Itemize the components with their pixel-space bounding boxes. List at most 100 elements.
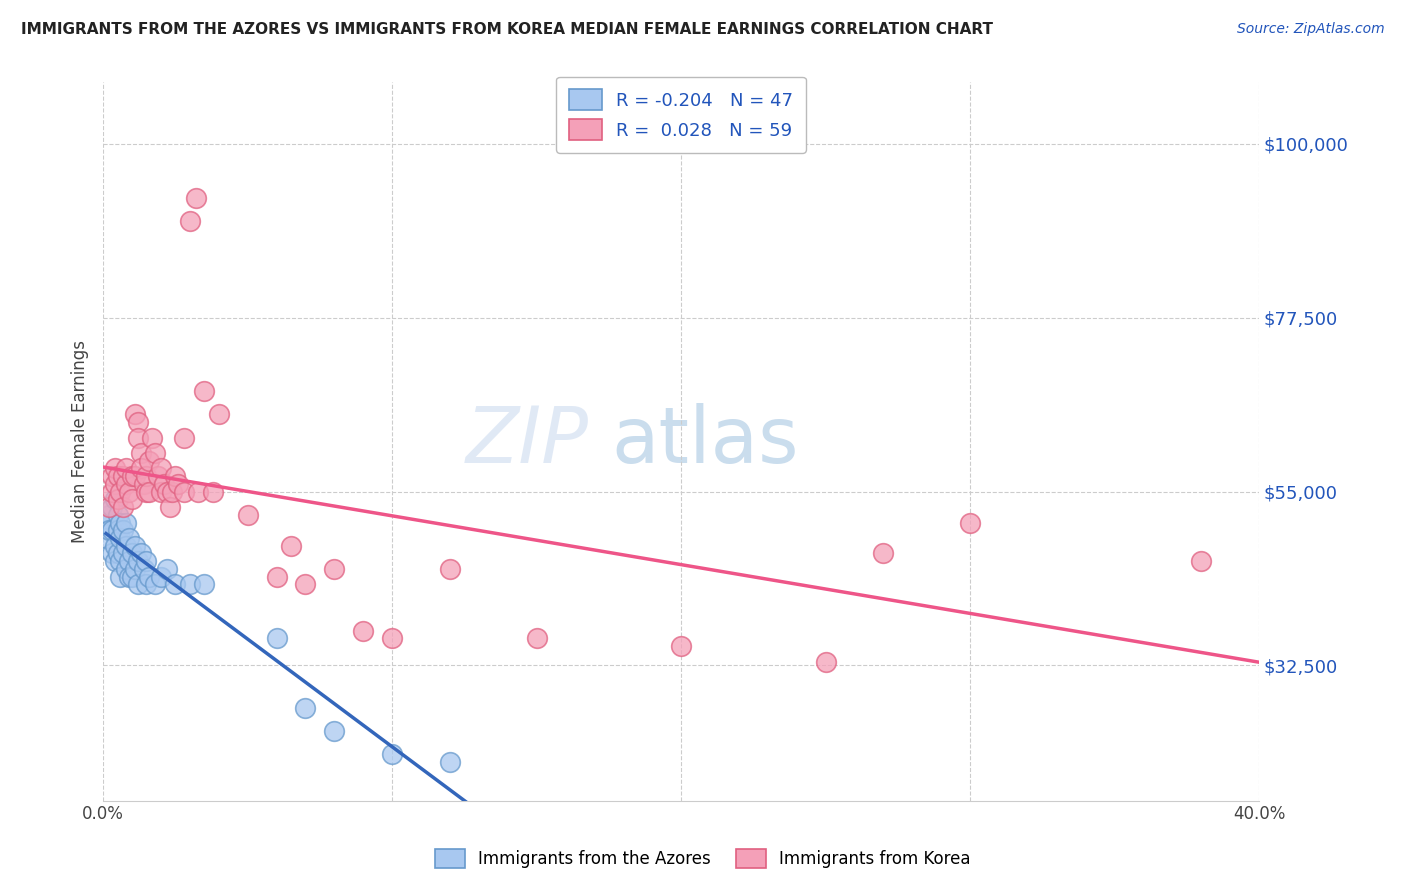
Point <box>187 484 209 499</box>
Point <box>143 577 166 591</box>
Point <box>112 500 135 514</box>
Point <box>124 469 146 483</box>
Point <box>124 408 146 422</box>
Point <box>107 546 129 560</box>
Point <box>138 484 160 499</box>
Point <box>115 516 138 530</box>
Point <box>107 523 129 537</box>
Point <box>124 562 146 576</box>
Point <box>112 523 135 537</box>
Text: Source: ZipAtlas.com: Source: ZipAtlas.com <box>1237 22 1385 37</box>
Legend: Immigrants from the Azores, Immigrants from Korea: Immigrants from the Azores, Immigrants f… <box>429 842 977 875</box>
Point <box>872 546 894 560</box>
Point <box>110 554 132 568</box>
Y-axis label: Median Female Earnings: Median Female Earnings <box>72 340 89 543</box>
Point <box>165 469 187 483</box>
Text: IMMIGRANTS FROM THE AZORES VS IMMIGRANTS FROM KOREA MEDIAN FEMALE EARNINGS CORRE: IMMIGRANTS FROM THE AZORES VS IMMIGRANTS… <box>21 22 993 37</box>
Point <box>153 476 176 491</box>
Point <box>173 430 195 444</box>
Point <box>135 484 157 499</box>
Point <box>110 569 132 583</box>
Point <box>323 724 346 739</box>
Point <box>118 569 141 583</box>
Point <box>110 484 132 499</box>
Point <box>101 523 124 537</box>
Point <box>115 562 138 576</box>
Point <box>107 492 129 507</box>
Point <box>118 554 141 568</box>
Text: atlas: atlas <box>612 403 799 479</box>
Point <box>101 500 124 514</box>
Point <box>101 546 124 560</box>
Point <box>94 516 117 530</box>
Point <box>201 484 224 499</box>
Point <box>184 191 207 205</box>
Point <box>814 655 837 669</box>
Point <box>439 562 461 576</box>
Point <box>173 484 195 499</box>
Point <box>162 484 184 499</box>
Point <box>127 415 149 429</box>
Point <box>149 484 172 499</box>
Point <box>149 461 172 475</box>
Point <box>132 562 155 576</box>
Point <box>112 469 135 483</box>
Point <box>323 562 346 576</box>
Point <box>132 476 155 491</box>
Point <box>294 577 316 591</box>
Point <box>146 469 169 483</box>
Point <box>280 539 302 553</box>
Point <box>381 747 404 762</box>
Point <box>266 569 288 583</box>
Point <box>107 469 129 483</box>
Point <box>138 569 160 583</box>
Point <box>115 461 138 475</box>
Point <box>294 701 316 715</box>
Point <box>110 531 132 545</box>
Point <box>129 546 152 560</box>
Point <box>97 500 120 514</box>
Point <box>124 539 146 553</box>
Point <box>127 554 149 568</box>
Point <box>352 624 374 638</box>
Point <box>959 516 981 530</box>
Point <box>118 484 141 499</box>
Point <box>115 539 138 553</box>
Point <box>193 577 215 591</box>
Point <box>104 539 127 553</box>
Point <box>112 546 135 560</box>
Point <box>439 755 461 769</box>
Point <box>121 492 143 507</box>
Point <box>193 384 215 399</box>
Point <box>97 508 120 522</box>
Point <box>135 469 157 483</box>
Point <box>179 577 201 591</box>
Text: ZIP: ZIP <box>465 403 589 479</box>
Point <box>115 476 138 491</box>
Point <box>179 214 201 228</box>
Point <box>135 554 157 568</box>
Point <box>127 430 149 444</box>
Point <box>101 469 124 483</box>
Point <box>110 516 132 530</box>
Point <box>138 453 160 467</box>
Point <box>159 500 181 514</box>
Point <box>165 577 187 591</box>
Point <box>149 569 172 583</box>
Point <box>129 461 152 475</box>
Point <box>236 508 259 522</box>
Point <box>266 632 288 646</box>
Point <box>104 554 127 568</box>
Point <box>669 639 692 653</box>
Point <box>118 531 141 545</box>
Point <box>101 484 124 499</box>
Legend: R = -0.204   N = 47, R =  0.028   N = 59: R = -0.204 N = 47, R = 0.028 N = 59 <box>557 77 806 153</box>
Point <box>141 430 163 444</box>
Point <box>208 408 231 422</box>
Point <box>107 508 129 522</box>
Point <box>121 569 143 583</box>
Point <box>167 476 190 491</box>
Point <box>143 446 166 460</box>
Point <box>121 546 143 560</box>
Point <box>104 476 127 491</box>
